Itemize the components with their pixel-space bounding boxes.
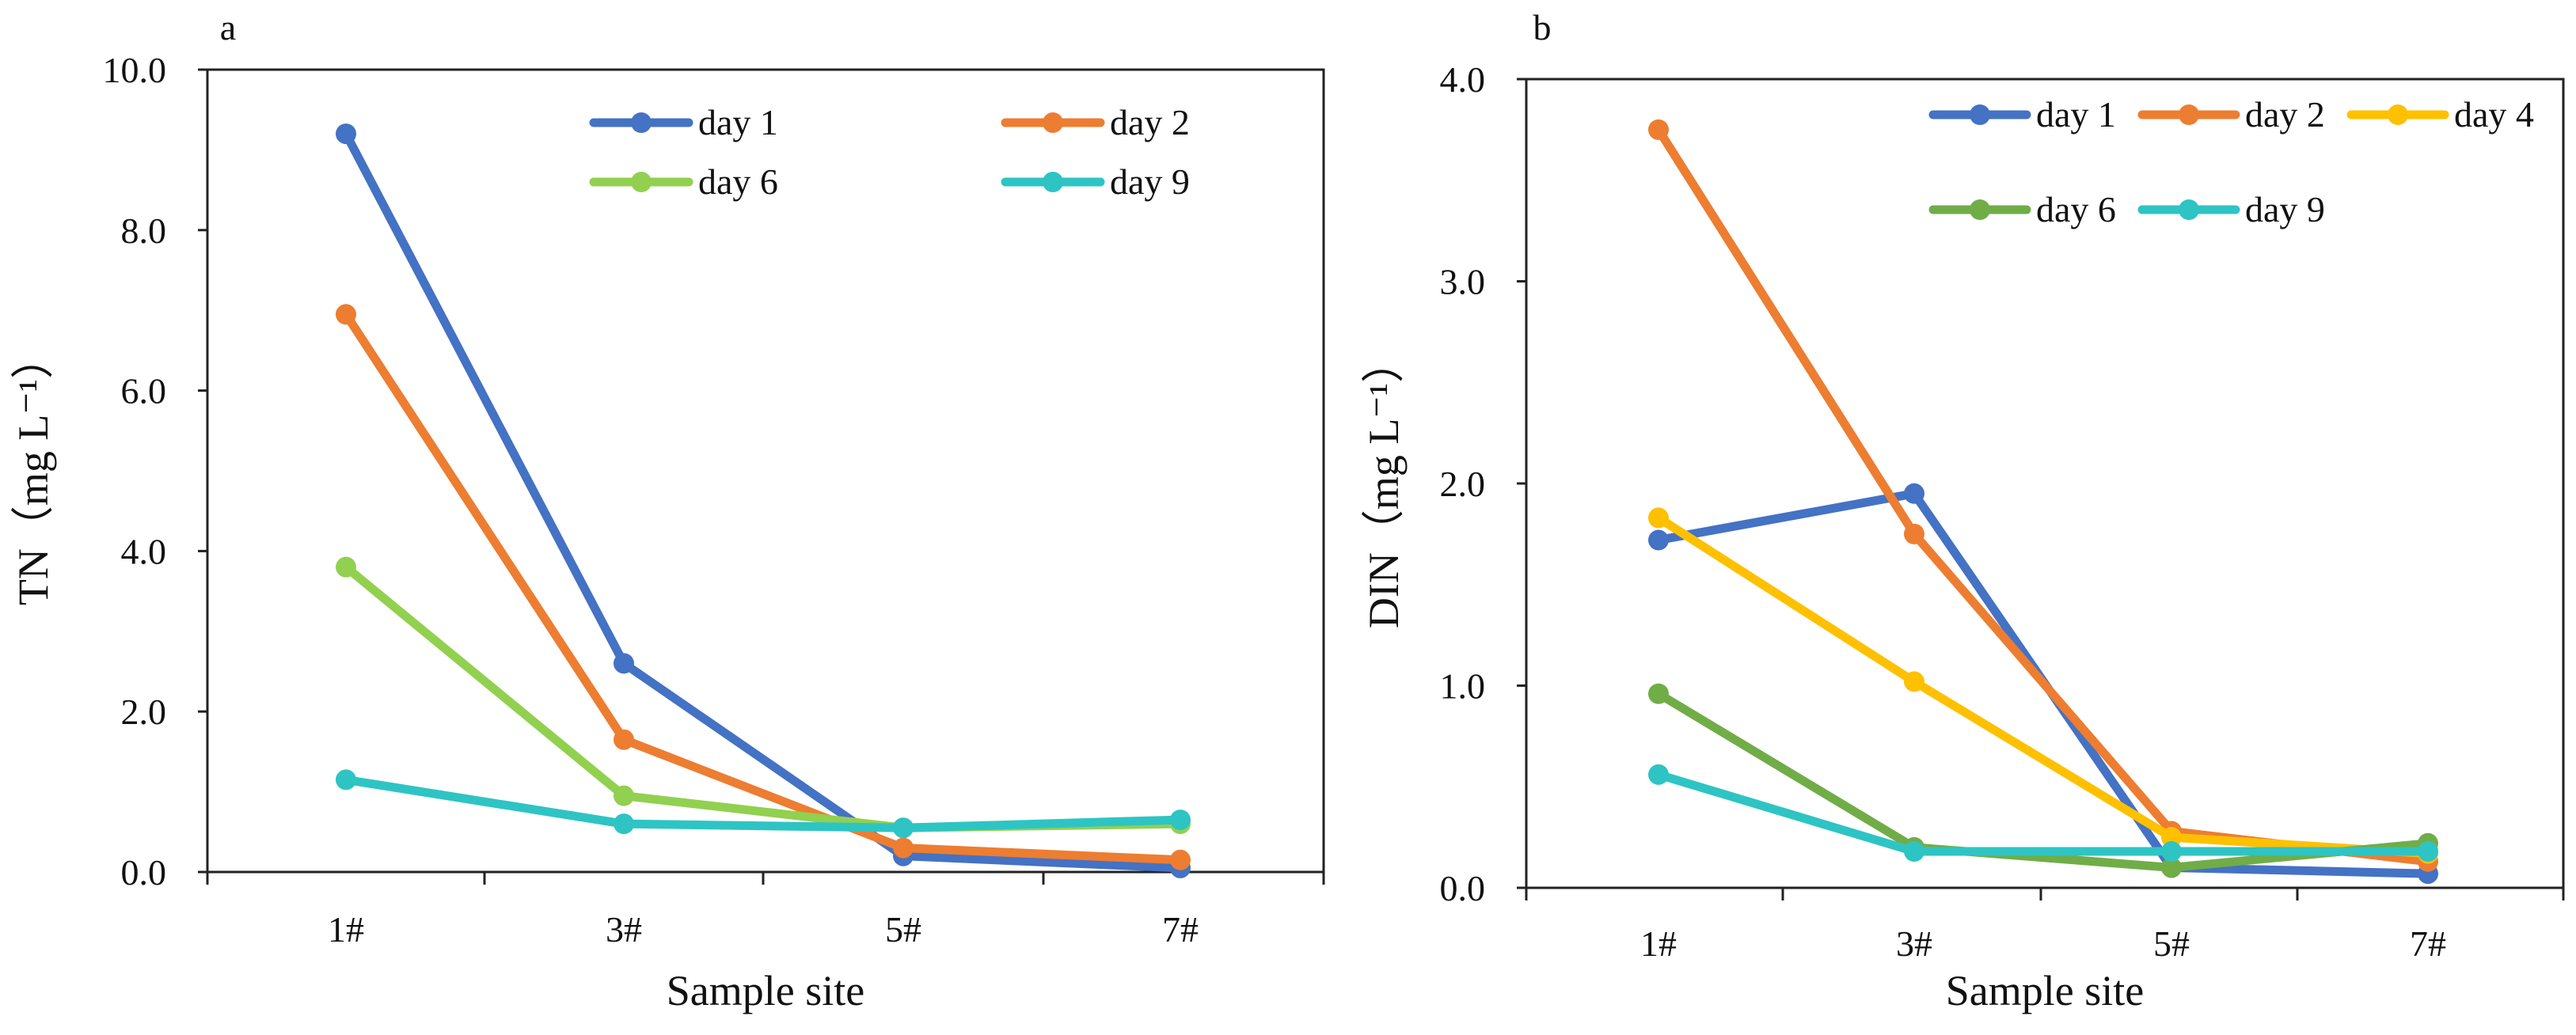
legend-entry: day 4 bbox=[2346, 94, 2534, 135]
data-point bbox=[1648, 683, 1669, 704]
legend-swatch-marker bbox=[2179, 199, 2199, 220]
legend-entry: day 6 bbox=[589, 161, 778, 202]
legend-swatch-marker bbox=[2179, 104, 2199, 125]
data-point bbox=[1904, 483, 1924, 504]
legend-entry: day 1 bbox=[589, 102, 778, 142]
y-tick-label: 1.0 bbox=[1440, 666, 1486, 707]
panel-label: a bbox=[220, 7, 236, 47]
legend-label: day 9 bbox=[1110, 161, 1190, 202]
data-point bbox=[1904, 523, 1924, 544]
y-tick-label: 6.0 bbox=[121, 371, 167, 411]
legend-entry: day 9 bbox=[1001, 161, 1190, 202]
legend-label: day 6 bbox=[2036, 189, 2116, 229]
legend-entry: day 9 bbox=[2137, 189, 2325, 229]
legend-entry: day 1 bbox=[1928, 94, 2116, 135]
y-tick-label: 4.0 bbox=[121, 531, 167, 571]
legend-entry: day 6 bbox=[1928, 189, 2116, 229]
data-point bbox=[1904, 671, 1924, 692]
x-tick-label: 5# bbox=[885, 909, 921, 950]
data-point bbox=[2161, 827, 2182, 848]
data-point bbox=[2418, 841, 2438, 862]
plot-frame bbox=[206, 68, 1325, 874]
legend-label: day 4 bbox=[2454, 94, 2534, 135]
legend-swatch-marker bbox=[1970, 104, 1990, 125]
legend-swatch-marker bbox=[631, 172, 652, 192]
data-point bbox=[336, 556, 356, 578]
series-day-9 bbox=[1648, 764, 2438, 862]
series-day-2 bbox=[336, 304, 1191, 870]
legend-entry: day 2 bbox=[1001, 102, 1190, 142]
x-tick-label: 5# bbox=[2153, 923, 2190, 964]
y-tick-label: 2.0 bbox=[121, 692, 167, 732]
series-line bbox=[341, 129, 1185, 873]
x-tick-label: 3# bbox=[1896, 923, 1932, 964]
legend-label: day 2 bbox=[1110, 102, 1190, 142]
x-tick-label: 1# bbox=[1640, 923, 1677, 964]
series-line bbox=[341, 563, 1185, 832]
chart-panel-a: a 0.0 2.0 4.0 6.0 8.0 10.0 1# 3# 5# 7# Sample site T… bbox=[9, 7, 1325, 1014]
y-tick-label: 4.0 bbox=[1440, 59, 1486, 100]
x-tick-label: 7# bbox=[2410, 923, 2446, 964]
data-point bbox=[1170, 809, 1191, 831]
y-axis-title: DIN（mg L⁻¹） bbox=[1360, 340, 1408, 628]
data-point bbox=[893, 837, 914, 859]
y-tick-label: 0.0 bbox=[121, 852, 167, 893]
data-point bbox=[336, 123, 356, 145]
series-line bbox=[1654, 689, 2433, 872]
data-point bbox=[893, 817, 914, 839]
data-point bbox=[614, 813, 634, 835]
y-tick-label: 0.0 bbox=[1440, 868, 1486, 908]
legend-swatch-marker bbox=[2388, 104, 2408, 125]
data-point bbox=[336, 769, 356, 790]
series-line bbox=[1654, 770, 2433, 856]
data-point bbox=[2161, 857, 2182, 878]
legend-swatch-marker bbox=[1970, 199, 1990, 220]
data-point bbox=[614, 785, 634, 806]
x-tick-label: 7# bbox=[1162, 909, 1199, 950]
legend-label: day 9 bbox=[2245, 189, 2325, 229]
series-line bbox=[341, 775, 1185, 832]
x-axis-title: Sample site bbox=[1946, 967, 2144, 1014]
data-point bbox=[336, 304, 356, 325]
data-point bbox=[1904, 841, 1924, 862]
data-point bbox=[2161, 841, 2182, 862]
x-tick-label: 1# bbox=[328, 909, 364, 950]
data-point bbox=[1648, 764, 1669, 785]
data-point bbox=[614, 653, 634, 674]
series-day-9 bbox=[336, 769, 1191, 839]
y-tick-label: 10.0 bbox=[103, 50, 167, 90]
y-axis-title: TN（mg L⁻¹） bbox=[9, 336, 57, 605]
x-axis-title: Sample site bbox=[667, 967, 864, 1014]
legend-label: day 1 bbox=[698, 102, 778, 142]
legend-swatch-marker bbox=[1043, 112, 1063, 133]
legend-label: day 2 bbox=[2245, 94, 2325, 135]
y-tick-label: 3.0 bbox=[1440, 262, 1486, 302]
data-point bbox=[1648, 119, 1669, 140]
series-line bbox=[341, 309, 1185, 865]
y-tick-label: 2.0 bbox=[1440, 464, 1486, 504]
legend-swatch-marker bbox=[631, 112, 652, 133]
x-tick-label: 3# bbox=[606, 909, 642, 950]
data-point bbox=[614, 729, 634, 750]
data-point bbox=[1170, 849, 1191, 870]
series-line bbox=[1654, 125, 2433, 866]
legend-label: day 1 bbox=[2036, 94, 2116, 135]
chart-panel-b: b 0.0 1.0 2.0 3.0 4.0 1# 3# 5# 7# Sample site DIN（m… bbox=[1360, 7, 2565, 1014]
data-point bbox=[1648, 507, 1669, 529]
legend-label: day 6 bbox=[698, 161, 778, 202]
legend-swatch-marker bbox=[1043, 172, 1063, 192]
series-line bbox=[1654, 513, 2433, 859]
y-tick-label: 8.0 bbox=[121, 210, 167, 251]
legend-entry: day 2 bbox=[2137, 94, 2325, 135]
panel-label: b bbox=[1533, 7, 1552, 47]
data-point bbox=[1648, 529, 1669, 551]
